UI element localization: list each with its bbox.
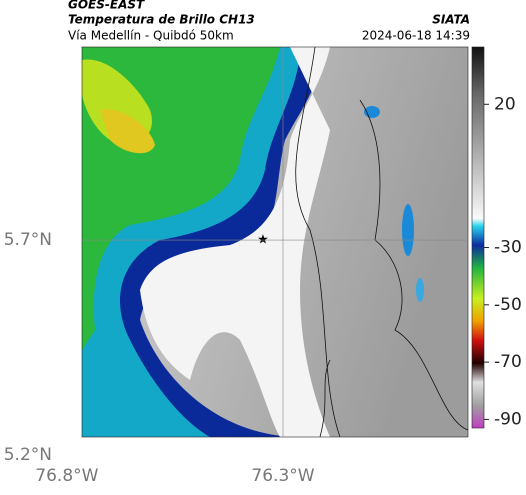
axes: 5.7°N 5.2°N76.8°W 76.3°W 20 -30 -50 -70 -90 — [4, 47, 522, 486]
lat-label: 5.2°N — [4, 445, 52, 465]
colorbar-label: -70 — [494, 352, 522, 372]
colorbar-label: -90 — [494, 409, 522, 429]
colorbar-label: -50 — [494, 295, 522, 315]
region: Vía Medellín - Quibdó 50km — [68, 29, 234, 43]
lon-label: 76.8°W — [35, 466, 98, 486]
imagery — [82, 47, 468, 437]
lat-label: 5.7°N — [4, 230, 52, 250]
map-frame — [81, 46, 469, 438]
colorbar-label: 20 — [494, 94, 516, 114]
source: GOES-EAST — [68, 0, 145, 12]
colorbar-label: -30 — [494, 238, 522, 258]
agency: SIATA — [432, 13, 470, 27]
lon-label: 76.3°W — [251, 466, 314, 486]
timestamp: 2024-06-18 14:39 — [362, 29, 470, 43]
product: Temperatura de Brillo CH13 — [68, 13, 255, 27]
colorbar — [471, 46, 485, 429]
